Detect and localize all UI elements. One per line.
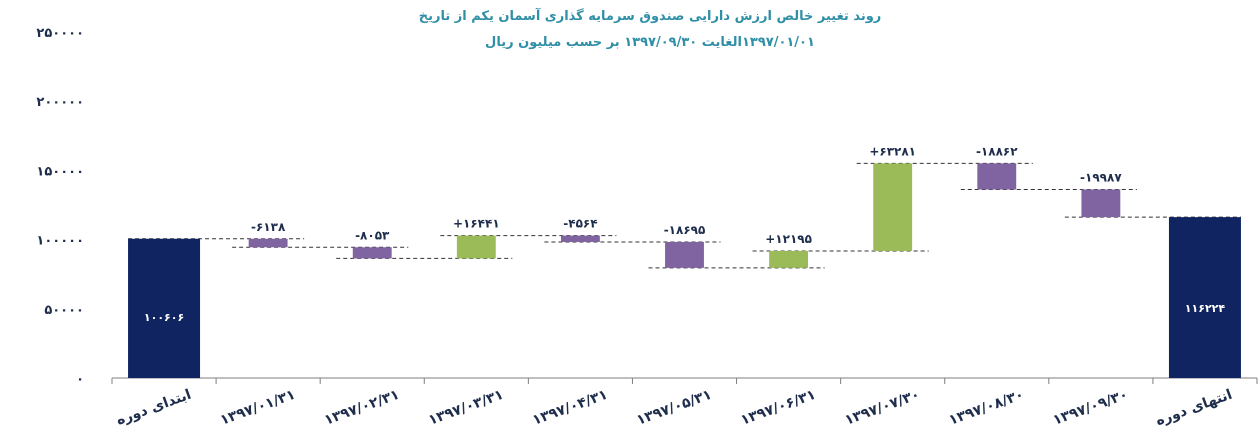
delta-data-label: -۴۵۶۴: [563, 217, 597, 231]
delta-data-label: +۶۳۲۸۱: [869, 144, 916, 158]
delta-data-label: -۶۱۳۸: [251, 220, 286, 234]
x-axis: ابتدای دوره ۱۳۹۷/۰۱/۳۱ ۱۳۹۷/۰۲/۳۱ ۱۳۹۷/۰۳/۳…: [111, 377, 1258, 429]
decrease-bar: [352, 247, 392, 259]
decrease-bar: [665, 241, 704, 268]
data-labels: ۱۰۰۶۰۶ -۶۱۳۸ -۸۰۵۳ +۱۶۴۴۱ -۴۵۶۴ -۱۸۶۹۵ +۱۲۱۹۵ +…: [144, 144, 1225, 324]
x-tick-label: ۱۳۹۷/۰۸/۳۰: [947, 387, 1026, 429]
decrease-bar: [560, 235, 600, 242]
x-tick-label: انتهای دوره: [1153, 387, 1234, 429]
x-tick-label: ۱۳۹۷/۰۳/۳۱: [426, 387, 505, 429]
x-tick-label: ۱۳۹۷/۰۲/۳۱: [322, 387, 401, 429]
delta-data-label: -۱۸۶۹۵: [664, 223, 706, 237]
y-tick-label: ۵۰۰۰۰: [44, 303, 84, 318]
decrease-bar: [1081, 189, 1121, 218]
bars: [128, 163, 1241, 378]
delta-data-label: -۸۰۵۳: [355, 228, 390, 242]
x-tick-label: ۱۳۹۷/۰۷/۳۰: [843, 387, 922, 429]
delta-data-label: -۱۸۸۶۲: [976, 144, 1018, 158]
total-data-label: ۱۱۶۲۲۴: [1185, 302, 1226, 315]
x-tick-label: ۱۳۹۷/۰۹/۳۰: [1051, 387, 1130, 429]
y-tick-label: ۰: [76, 372, 84, 387]
y-axis: ۰ ۵۰۰۰۰ ۱۰۰۰۰۰ ۱۵۰۰۰۰ ۲۰۰۰۰۰ ۲۵۰۰۰۰: [36, 26, 84, 387]
x-tick-label: ۱۳۹۷/۰۶/۳۱: [739, 387, 818, 429]
total-bar: [1168, 217, 1241, 378]
increase-bar: [769, 250, 809, 268]
x-tick-label: ابتدای دوره: [114, 387, 193, 429]
decrease-bar: [248, 238, 288, 248]
chart-title: روند تغییر خالص ارزش دارایی صندوق سرمایه…: [419, 7, 882, 24]
delta-data-label: +۱۲۱۹۵: [765, 232, 812, 246]
y-tick-label: ۱۰۰۰۰۰: [36, 234, 84, 249]
x-tick-label: ۱۳۹۷/۰۵/۳۱: [635, 387, 714, 429]
x-tick-label: ۱۳۹۷/۰۱/۳۱: [218, 387, 297, 429]
total-bar: [128, 238, 201, 378]
increase-bar: [873, 163, 913, 251]
increase-bar: [456, 235, 496, 259]
y-tick-label: ۲۵۰۰۰۰: [36, 26, 84, 41]
delta-data-label: -۱۹۹۸۷: [1080, 170, 1122, 184]
decrease-bar: [977, 163, 1017, 190]
y-tick-label: ۲۰۰۰۰۰: [36, 95, 84, 110]
delta-data-label: +۱۶۴۴۱: [453, 217, 500, 231]
x-tick-label: ۱۳۹۷/۰۴/۳۱: [530, 387, 609, 429]
total-data-label: ۱۰۰۶۰۶: [144, 311, 184, 324]
chart-subtitle: ۱۳۹۷/۰۱/۰۱الغایت ۱۳۹۷/۰۹/۳۰ بر حسب میلیو…: [485, 35, 815, 50]
y-tick-label: ۱۵۰۰۰۰: [36, 164, 84, 179]
